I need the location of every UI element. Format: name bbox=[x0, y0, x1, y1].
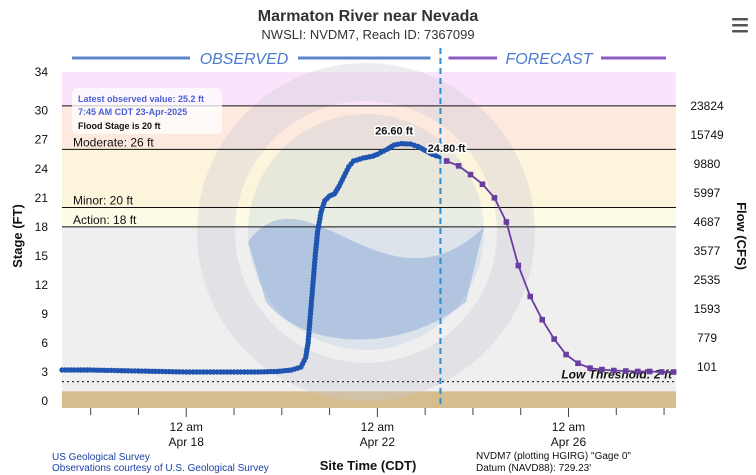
forecast-point bbox=[479, 181, 486, 188]
latest-observed-value: Latest observed value: 25.2 ft bbox=[78, 94, 204, 104]
y-tick-label: 15 bbox=[35, 249, 49, 263]
forecast-point bbox=[623, 368, 629, 374]
credit-observations[interactable]: Observations courtesy of U.S. Geological… bbox=[52, 463, 269, 474]
chart-title: Marmaton River near Nevada bbox=[258, 8, 479, 25]
band-normal bbox=[62, 226, 676, 392]
observed-label: OBSERVED bbox=[200, 51, 289, 68]
forecast-point bbox=[527, 293, 534, 300]
flow-tick-label: 101 bbox=[697, 360, 717, 374]
forecast-point bbox=[467, 171, 474, 178]
observed-header: OBSERVED bbox=[72, 51, 431, 68]
watermark-wave bbox=[248, 218, 484, 340]
forecast-point bbox=[455, 163, 462, 169]
forecast-point bbox=[646, 368, 653, 375]
y-axis-title: Stage (FT) bbox=[10, 204, 25, 268]
watermark-ring bbox=[197, 63, 535, 401]
point-annotation: 26.60 ft bbox=[375, 126, 413, 138]
threshold-labels: Moderate: 26 ft Minor: 20 ft Action: 18 ft… bbox=[73, 135, 673, 381]
x-tick-label-date: Apr 18 bbox=[169, 435, 205, 449]
watermark-disc bbox=[248, 114, 484, 350]
forecast-point bbox=[587, 365, 593, 371]
flow-tick-label: 3577 bbox=[694, 244, 721, 258]
y-tick-label: 9 bbox=[41, 307, 48, 321]
forecast-point bbox=[599, 366, 605, 373]
latest-observed-box: Latest observed value: 25.2 ft 7:45 AM C… bbox=[72, 88, 222, 134]
datum-gage: NVDM7 (plotting HGIRG) "Gage 0" bbox=[476, 451, 631, 462]
flow-tick-label: 15749 bbox=[690, 128, 724, 142]
flow-axis-ticks: 23824 15749 9880 5997 4687 3577 2535 1593 779 101 bbox=[690, 99, 724, 374]
stage-series bbox=[59, 140, 677, 375]
x-tick-label-time: 12 am bbox=[552, 420, 585, 434]
forecast-point bbox=[563, 351, 569, 358]
x-axis-title: Site Time (CDT) bbox=[320, 458, 417, 473]
point-annotation: 24.80 ft bbox=[428, 143, 466, 155]
latest-observed-time: 7:45 AM CDT 23-Apr-2025 bbox=[78, 107, 187, 117]
forecast-point bbox=[515, 262, 522, 269]
flow-tick-label: 779 bbox=[697, 331, 717, 345]
y-tick-label: 0 bbox=[41, 394, 48, 408]
forecast-point bbox=[443, 158, 450, 164]
forecast-point bbox=[670, 369, 677, 375]
flow-tick-label: 1593 bbox=[694, 302, 721, 316]
forecast-point bbox=[575, 360, 581, 367]
hamburger-menu-icon[interactable] bbox=[728, 15, 750, 37]
forecast-label: FORECAST bbox=[505, 51, 593, 68]
x-tick-label-time: 12 am bbox=[361, 420, 394, 434]
forecast-point bbox=[539, 316, 546, 323]
flow-tick-label: 5997 bbox=[694, 186, 721, 200]
y-tick-label: 24 bbox=[35, 162, 49, 176]
x-tick-label-time: 12 am bbox=[170, 420, 203, 434]
flow-tick-label: 4687 bbox=[694, 215, 721, 229]
flow-tick-label: 9880 bbox=[694, 157, 721, 171]
threshold-label-minor: Minor: 20 ft bbox=[73, 193, 134, 207]
chart-subtitle: NWSLI: NVDM7, Reach ID: 7367099 bbox=[261, 27, 474, 42]
forecast-point bbox=[658, 369, 665, 375]
forecast-point bbox=[503, 219, 510, 225]
y-tick-label: 34 bbox=[35, 65, 49, 79]
y-tick-label: 27 bbox=[35, 133, 49, 147]
datum-navd88: Datum (NAVD88): 729.23' bbox=[476, 463, 591, 474]
flow-axis-title: Flow (CFS) bbox=[734, 202, 749, 270]
y-axis-ticks: 0 3 6 9 12 15 18 21 24 27 30 34 bbox=[35, 65, 49, 408]
threshold-label-moderate: Moderate: 26 ft bbox=[73, 135, 154, 149]
flood-stage-note: Flood Stage is 20 ft bbox=[78, 121, 161, 131]
forecast-point bbox=[551, 336, 557, 342]
noaa-official-forecast-watermark bbox=[197, 63, 535, 401]
x-tick-label-date: Apr 26 bbox=[551, 435, 587, 449]
forecast-point bbox=[491, 194, 498, 201]
x-tick-label-date: Apr 22 bbox=[360, 435, 396, 449]
y-tick-label: 3 bbox=[41, 365, 48, 379]
y-tick-label: 12 bbox=[35, 278, 49, 292]
y-tick-label: 6 bbox=[41, 336, 48, 350]
forecast-point bbox=[611, 367, 617, 374]
flow-tick-label: 2535 bbox=[694, 273, 721, 287]
band-ground bbox=[62, 391, 676, 408]
flow-tick-label: 23824 bbox=[690, 99, 724, 113]
point-annotations: 26.60 ft 24.80 ft bbox=[374, 124, 468, 156]
y-tick-label: 18 bbox=[35, 220, 49, 234]
y-tick-label: 21 bbox=[35, 191, 49, 205]
forecast-header: FORECAST bbox=[448, 51, 666, 68]
band-action bbox=[62, 207, 676, 227]
threshold-label-action: Action: 18 ft bbox=[73, 213, 137, 227]
y-tick-label: 30 bbox=[35, 104, 49, 118]
credit-usgs[interactable]: US Geological Survey bbox=[52, 452, 150, 463]
threshold-lines bbox=[62, 105, 676, 383]
forecast-point bbox=[634, 368, 641, 375]
observed-point bbox=[433, 153, 439, 159]
